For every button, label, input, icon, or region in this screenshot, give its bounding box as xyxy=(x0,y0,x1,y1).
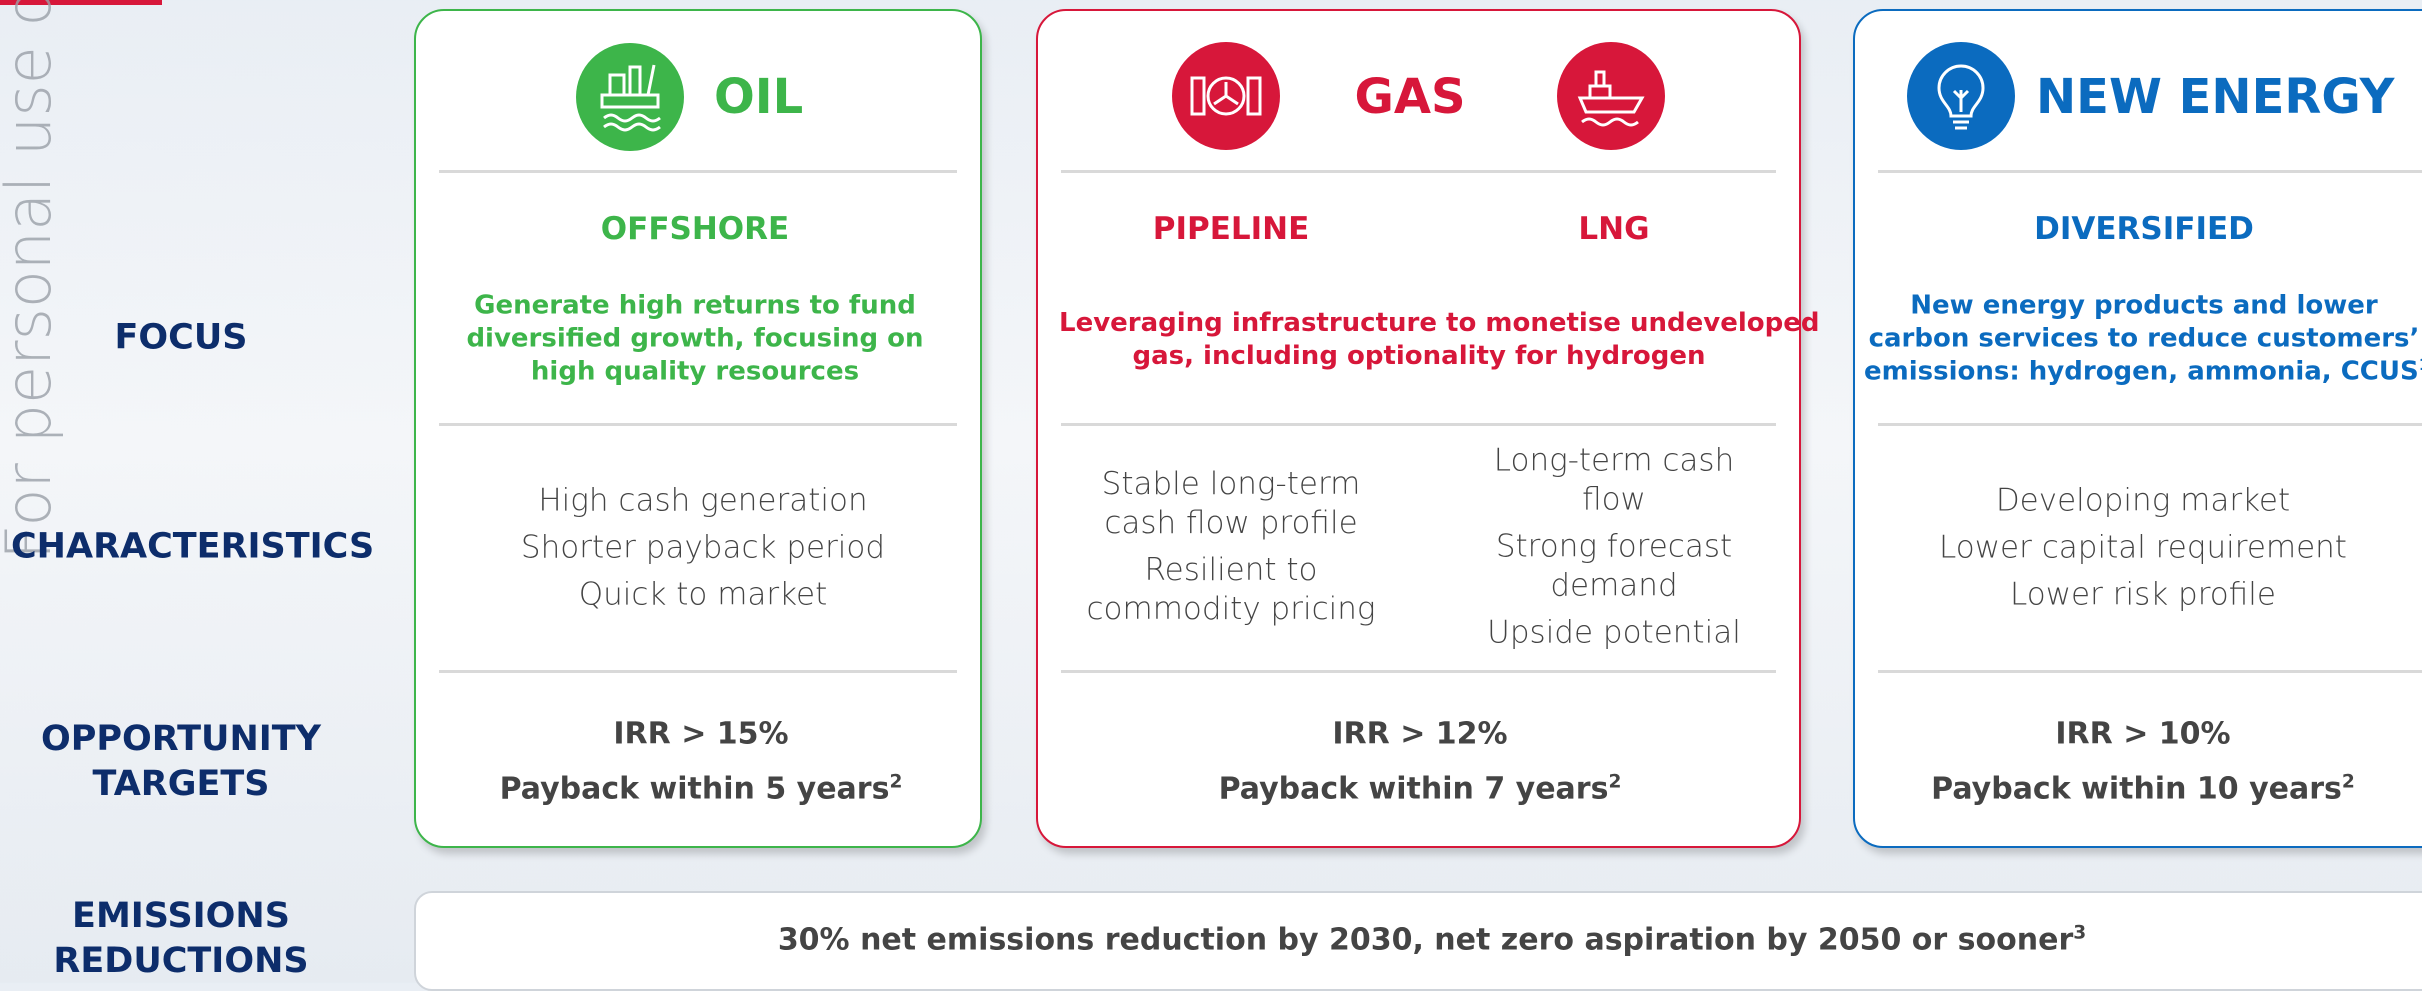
characteristic: Lower capital requirement xyxy=(1939,529,2347,566)
characteristics: Long-term cash flow Strong forecast deman… xyxy=(1464,434,1764,661)
footnote-ref: 2 xyxy=(889,771,903,793)
column-title: GAS xyxy=(1354,69,1466,125)
new-energy-card xyxy=(1853,9,2422,848)
payback-target: Payback within 7 years2 xyxy=(1219,772,1622,807)
characteristic: High cash generation xyxy=(538,482,868,519)
oil-icon xyxy=(576,43,684,151)
oil-card xyxy=(414,9,982,848)
characteristic: Strong forecast demand xyxy=(1495,528,1733,604)
characteristic: Quick to market xyxy=(578,576,828,613)
row-label: EMISSIONS REDUCTIONS xyxy=(53,896,309,981)
column-title: OIL xyxy=(714,69,804,125)
characteristic: Upside potential xyxy=(1487,614,1741,651)
payback-target: Payback within 10 years2 xyxy=(1931,772,2355,807)
new-energy-icon xyxy=(1907,42,2015,150)
divider xyxy=(1061,423,1776,426)
characteristic: Long-term cash flow xyxy=(1493,442,1735,518)
column-title: NEW ENERGY xyxy=(2036,69,2395,125)
focus-line: emissions: hydrogen, ammonia, CCUS1 xyxy=(1864,356,2422,389)
divider xyxy=(1878,423,2422,426)
payback-text: Payback within 10 years xyxy=(1931,771,2342,807)
divider xyxy=(1061,170,1776,173)
footnote-ref: 3 xyxy=(2073,922,2087,944)
characteristics: Developing market Lower capital requireme… xyxy=(1913,474,2373,623)
characteristic: Resilient to commodity pricing xyxy=(1086,552,1376,627)
characteristics: High cash generation Shorter payback peri… xyxy=(493,474,913,623)
focus-text: Generate high returns to fund diversified… xyxy=(465,290,925,389)
focus-text: Leveraging infrastructure to monetise un… xyxy=(1059,307,1820,373)
emissions-line: 30% net emissions reduction by 2030, net… xyxy=(777,922,2074,958)
divider xyxy=(1061,670,1776,673)
focus-line: high quality resources xyxy=(530,356,860,387)
divider xyxy=(439,670,957,673)
focus-line: diversified growth, focusing on xyxy=(466,323,924,354)
focus-line: Leveraging infrastructure to monetise un… xyxy=(1059,308,1820,338)
footnote-ref: 2 xyxy=(1608,771,1622,793)
lng-icon xyxy=(1557,42,1665,150)
characteristic: Stable long-term cash flow profile xyxy=(1101,466,1361,541)
payback-text: Payback within 7 years xyxy=(1218,771,1609,807)
irr-target: IRR > 10% xyxy=(2055,716,2231,752)
focus-line: Generate high returns to fund xyxy=(474,290,916,321)
row-label: OPPORTUNITY TARGETS xyxy=(40,719,322,804)
characteristics: Stable long-term cash flow profile Resili… xyxy=(1061,457,1401,637)
focus-line: New energy products and lower xyxy=(1910,290,2378,321)
divider xyxy=(1878,170,2422,173)
subhead: OFFSHORE xyxy=(600,211,790,247)
emissions-text: 30% net emissions reduction by 2030, net… xyxy=(778,923,2086,958)
subhead: LNG xyxy=(1578,211,1650,247)
divider xyxy=(439,423,957,426)
row-label: CHARACTERISTICS xyxy=(11,526,375,567)
focus-text: New energy products and lower carbon serv… xyxy=(1864,290,2422,389)
subhead: DIVERSIFIED xyxy=(2034,211,2254,247)
payback-text: Payback within 5 years xyxy=(499,771,890,807)
characteristic: Shorter payback period xyxy=(520,529,886,566)
irr-target: IRR > 12% xyxy=(1332,716,1508,752)
pipeline-icon xyxy=(1172,42,1280,150)
subhead: PIPELINE xyxy=(1152,211,1310,247)
row-label: FOCUS xyxy=(114,317,248,358)
divider xyxy=(439,170,957,173)
footnote-ref: 2 xyxy=(2341,771,2355,793)
accent-bar xyxy=(0,0,162,5)
characteristic: Developing market xyxy=(1995,482,2291,519)
divider xyxy=(1878,670,2422,673)
focus-line: carbon services to reduce customers’ xyxy=(1868,323,2420,354)
footnote-ref: 1 xyxy=(2419,355,2422,374)
focus-line: gas, including optionality for hydrogen xyxy=(1132,341,1706,371)
payback-target: Payback within 5 years2 xyxy=(500,772,903,807)
irr-target: IRR > 15% xyxy=(613,716,789,752)
gas-card xyxy=(1036,9,1801,848)
characteristic: Lower risk profile xyxy=(2010,576,2276,613)
